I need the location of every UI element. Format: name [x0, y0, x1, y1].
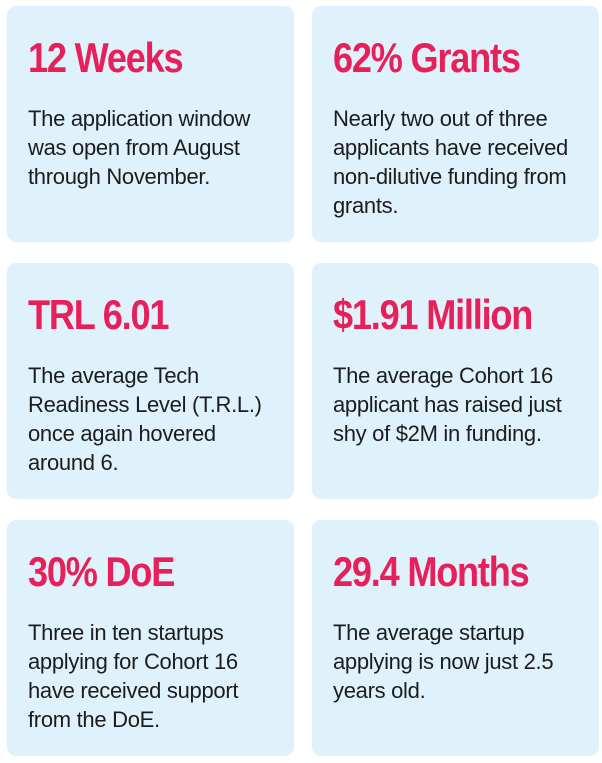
- stat-description: The application window was open from Aug…: [28, 106, 251, 189]
- stat-description: The average Tech Readiness Level (T.R.L.…: [28, 363, 262, 475]
- stat-card-grants: 62% Grants Nearly two out of three appli…: [312, 6, 599, 242]
- stat-description: Three in ten startups applying for Cohor…: [28, 620, 239, 732]
- stat-card-funding-raised: $1.91 Million The average Cohort 16 appl…: [312, 263, 599, 499]
- stat-card-application-window: 12 Weeks The application window was open…: [7, 6, 294, 242]
- stat-card-doe-support: 30% DoE Three in ten startups applying f…: [7, 520, 294, 756]
- stat-headline: 12 Weeks: [28, 34, 184, 81]
- stat-card-startup-age: 29.4 Months The average startup applying…: [312, 520, 599, 756]
- stat-headline: TRL 6.01: [28, 291, 169, 338]
- stat-headline: 30% DoE: [28, 548, 175, 595]
- stat-description: The average Cohort 16 applicant has rais…: [333, 363, 562, 446]
- stat-headline: 29.4 Months: [333, 548, 530, 595]
- stat-description: Nearly two out of three applicants have …: [333, 106, 568, 218]
- stat-description: The average startup applying is now just…: [333, 620, 554, 703]
- stat-headline: $1.91 Million: [333, 291, 533, 338]
- stat-card-trl: TRL 6.01 The average Tech Readiness Leve…: [7, 263, 294, 499]
- stat-headline: 62% Grants: [333, 34, 521, 81]
